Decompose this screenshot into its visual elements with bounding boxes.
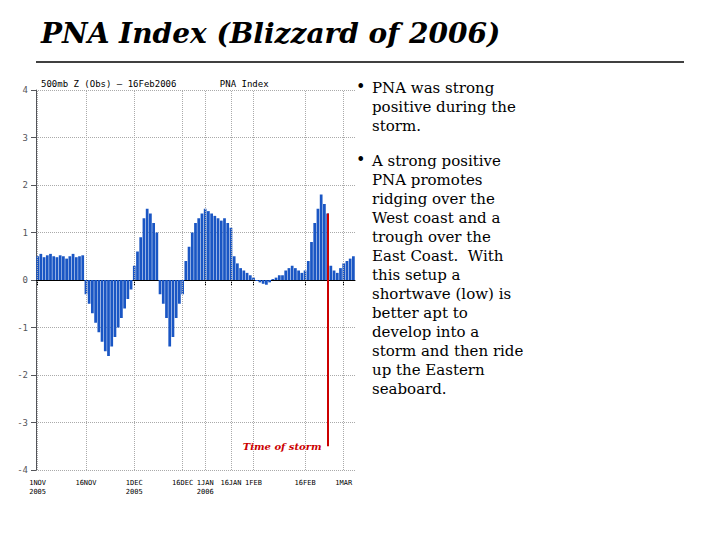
svg-text:up the Eastern: up the Eastern	[372, 361, 485, 379]
svg-text:1DEC: 1DEC	[126, 479, 143, 487]
svg-text:PNA Index (Blizzard of 2006): PNA Index (Blizzard of 2006)	[40, 17, 500, 50]
svg-text:2005: 2005	[29, 488, 46, 496]
svg-text:ridging over the: ridging over the	[372, 190, 495, 208]
svg-text:PNA was strong: PNA was strong	[372, 79, 495, 97]
svg-text:positive during the: positive during the	[372, 98, 516, 116]
svg-text:develop into a: develop into a	[372, 323, 479, 341]
svg-text:1: 1	[23, 228, 28, 238]
svg-text:seaboard.: seaboard.	[372, 380, 447, 398]
svg-text:16JAN: 16JAN	[220, 479, 241, 487]
svg-text:16DEC: 16DEC	[172, 479, 193, 487]
svg-text:-1: -1	[17, 323, 28, 333]
svg-text:4: 4	[23, 85, 28, 95]
svg-text:3: 3	[23, 133, 28, 143]
svg-text:1MAR: 1MAR	[335, 479, 353, 487]
svg-text:2005: 2005	[126, 488, 143, 496]
svg-text:500mb Z (Obs) – 16Feb2006: 500mb Z (Obs) – 16Feb2006 PNA Index	[41, 79, 269, 89]
svg-text:16FEB: 16FEB	[295, 479, 316, 487]
svg-text:1NOV: 1NOV	[29, 479, 47, 487]
svg-text:Time of storm: Time of storm	[243, 441, 322, 452]
svg-text:1FEB: 1FEB	[245, 479, 262, 487]
svg-text:0: 0	[23, 275, 28, 285]
svg-text:-2: -2	[17, 370, 28, 380]
svg-text:A strong positive: A strong positive	[371, 152, 501, 170]
svg-text:storm.: storm.	[372, 117, 421, 135]
svg-text:PNA promotes: PNA promotes	[372, 171, 482, 189]
svg-text:2: 2	[23, 180, 28, 190]
svg-text:-3: -3	[17, 418, 28, 428]
svg-text:West coast and a: West coast and a	[372, 209, 500, 227]
svg-text:East Coast. With: East Coast. With	[372, 247, 504, 265]
svg-text:•: •	[356, 77, 365, 96]
svg-text:-4: -4	[17, 465, 28, 475]
svg-text:storm and then ride: storm and then ride	[372, 342, 523, 360]
svg-text:better apt to: better apt to	[372, 304, 468, 322]
svg-text:shortwave (low) is: shortwave (low) is	[372, 285, 511, 303]
svg-text:1JAN: 1JAN	[197, 479, 214, 487]
svg-text:2006: 2006	[197, 488, 214, 496]
svg-text:this setup a: this setup a	[372, 266, 461, 284]
svg-text:trough over the: trough over the	[372, 228, 491, 246]
svg-text:•: •	[356, 150, 365, 169]
svg-text:16NOV: 16NOV	[75, 479, 97, 487]
